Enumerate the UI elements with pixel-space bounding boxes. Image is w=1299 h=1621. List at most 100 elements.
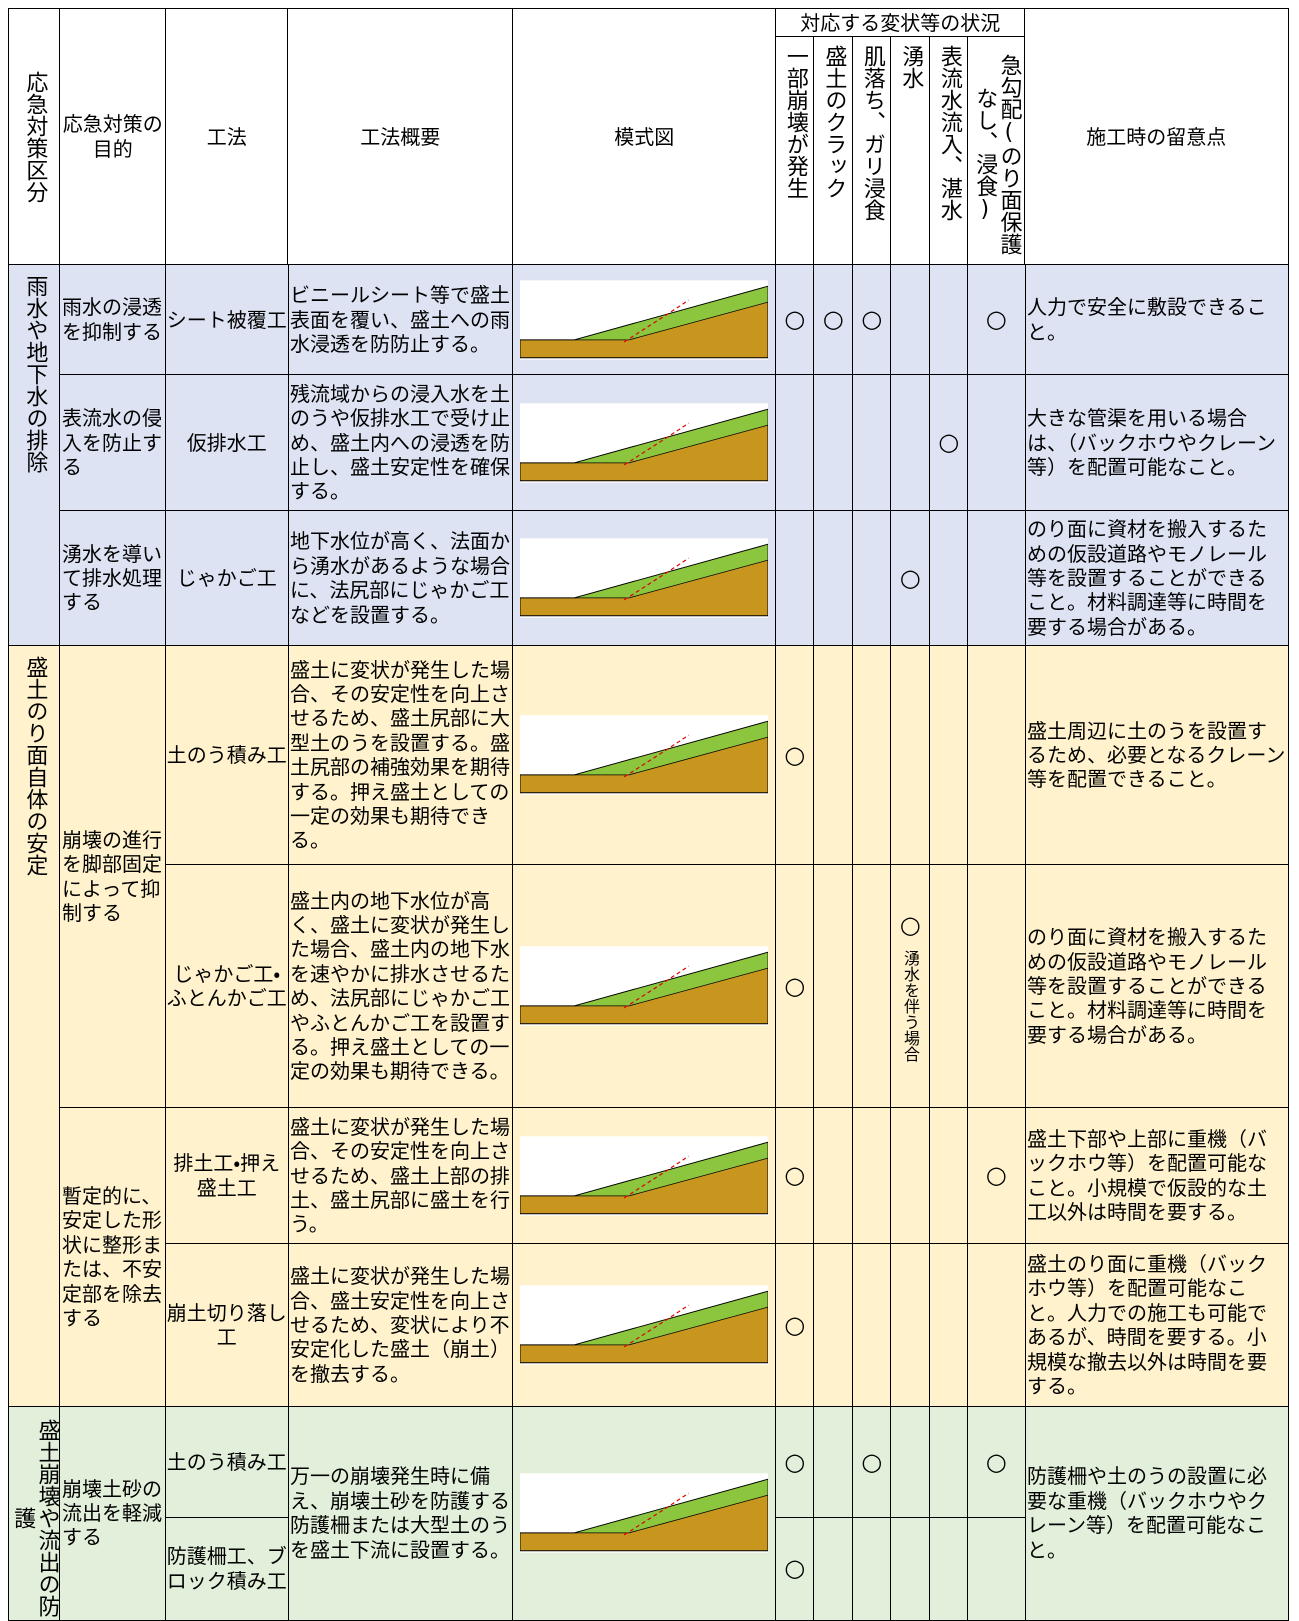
diagram: [520, 538, 769, 618]
notes-cell: 人力で安全に敷設できること。: [1024, 264, 1289, 376]
cell-text: 盛土のクラック: [821, 45, 847, 199]
status-cell: ○ 湧水を伴う場合: [890, 864, 931, 1109]
diagram-cell: [512, 864, 777, 1109]
cell-text: 仮排水工: [186, 430, 267, 455]
status-cell: [929, 510, 969, 647]
cell-text: 工法: [206, 124, 247, 149]
status-cell: [929, 1517, 969, 1621]
status-cell: [967, 510, 1026, 647]
cell-text: 盛土のり面自体の安定: [22, 656, 48, 876]
header-cell: 湧水: [890, 36, 931, 266]
status-cell: ○: [852, 1406, 892, 1519]
status-cell: [813, 1406, 854, 1519]
status-cell: [852, 1243, 892, 1408]
status-cell: ○: [775, 1406, 815, 1519]
cell-text: 盛土下部や上部に重機（バックホウ等）を配置可能なこと。小規模で仮設的な土工以外は…: [1027, 1126, 1267, 1225]
diagram: [520, 1285, 769, 1365]
status-cell: [967, 864, 1026, 1109]
cell-text: 肌落ち、ガリ浸食: [859, 45, 885, 221]
purpose-cell: 暫定的に、安定した形状に整形または、不安定部を除去する: [59, 1107, 167, 1408]
cell-text: 崩壊土砂の流出を軽減する: [62, 1476, 162, 1550]
cell-text: ビニールシート等で盛土表面を覆い、盛土への雨水浸透を防防止する。: [290, 283, 510, 356]
cell-text: ○: [899, 563, 921, 592]
cell-text: ○: [985, 1161, 1007, 1190]
cell-text: 模式図: [614, 124, 675, 149]
cell-text: 一部崩壊が発生: [782, 45, 808, 199]
cell-text: 暫定的に、安定した形状に整形または、不安定部を除去する: [62, 1184, 162, 1331]
status-cell: [929, 1243, 969, 1408]
cell-text: 盛土に変状が発生した場合、その安定性を向上させるため、盛土上部の排土、盛土尻部に…: [290, 1114, 510, 1237]
header-cell: 応急対策の目的: [59, 8, 167, 266]
status-cell: [775, 510, 815, 647]
header-cell: 応急対策区分: [8, 8, 61, 266]
header-cell: 表流水流入、湛水: [929, 36, 969, 266]
cell-text: 対応する変状等の状況: [800, 10, 1001, 35]
status-cell: ○: [967, 264, 1026, 376]
notes-cell: 盛土のり面に重機（バックホウ等）を配置可能なこと。人力での施工も可能であるが、時…: [1024, 1243, 1289, 1408]
diagram-cell: [512, 1107, 777, 1245]
summary-cell: 盛土に変状が発生した場合、その安定性を向上させるため、盛土上部の排土、盛土尻部に…: [287, 1107, 514, 1245]
cell-text: 雨水や地下水の排除: [22, 275, 48, 473]
status-cell: [890, 645, 931, 866]
diagram: [520, 1136, 769, 1216]
purpose-cell: 表流水の侵入を防止する: [59, 374, 167, 512]
status-cell: [852, 1107, 892, 1245]
status-cell: [929, 645, 969, 866]
cell-text: ○: [938, 428, 960, 457]
cell-text: 施工時の留意点: [1086, 124, 1227, 149]
cell-text: 工法概要: [360, 124, 441, 149]
notes-cell: のり面に資材を搬入するための仮設道路やモノレール等を設置することができること。材…: [1024, 510, 1289, 647]
status-cell: [852, 864, 892, 1109]
cell-text: ○: [784, 740, 806, 769]
status-cell: [852, 510, 892, 647]
status-cell: [813, 510, 854, 647]
cell-text: のり面に資材を搬入するための仮設道路やモノレール等を設置することができること。材…: [1027, 925, 1267, 1047]
cell-text: 湧水: [898, 45, 924, 89]
diagram-cell: [512, 510, 777, 647]
status-cell: ○: [775, 264, 815, 376]
header-cell: 肌落ち、ガリ浸食: [852, 36, 892, 266]
cell-text: 崩土切り落し工: [166, 1300, 287, 1350]
cell-text: 防護柵工、ブロック積み工: [166, 1544, 287, 1593]
diagram-cell: [512, 264, 777, 376]
diagram: [520, 1473, 769, 1553]
status-cell: ○: [852, 264, 892, 376]
diagram: [520, 403, 769, 483]
cell-text: 盛土のり面に重機（バックホウ等）を配置可能なこと。人力での施工も可能であるが、時…: [1027, 1252, 1267, 1399]
cell-text: ○: [822, 305, 844, 334]
method-cell: 崩土切り落し工: [165, 1243, 289, 1408]
status-cell: [813, 374, 854, 512]
status-cell: ○: [890, 510, 931, 647]
cell-text: 残流域からの浸入水を土のうや仮排水工で受け止め、盛土内への浸透を防止し、盛土安定…: [290, 381, 510, 504]
status-cell: [890, 1406, 931, 1519]
cell-text: ○: [985, 305, 1007, 334]
status-cell: [813, 1107, 854, 1245]
header-cell: 施工時の留意点: [1024, 8, 1289, 266]
cell-text: 応急対策区分: [22, 70, 48, 203]
status-cell: ○: [967, 1406, 1026, 1519]
diagram-cell: [512, 645, 777, 866]
summary-cell: ビニールシート等で盛土表面を覆い、盛土への雨水浸透を防防止する。: [287, 264, 514, 376]
cell-text: 急勾配(のり面保護なし、浸食): [972, 54, 1022, 256]
method-cell: 土のう積み工: [165, 645, 289, 866]
cell-text: ○: [784, 305, 806, 334]
category-cell: 盛土のり面自体の安定: [8, 645, 61, 1408]
status-cell: ○: [929, 374, 969, 512]
status-cell: [967, 1517, 1026, 1621]
status-cell: [813, 1243, 854, 1408]
cell-text: 防護柵や土のうの設置に必要な重機（バックホウやクレーン等）を配置可能なこと。: [1027, 1464, 1267, 1562]
status-cell: [929, 264, 969, 376]
cell-text: シート被覆工: [166, 307, 287, 332]
header-cell: 工法: [165, 8, 289, 266]
diagram-cell: [512, 374, 777, 512]
cell-text: 湧水を伴う場合: [901, 949, 920, 1062]
diagram-cell: [512, 1406, 777, 1621]
method-cell: 排土工・押え盛土工: [165, 1107, 289, 1245]
cell-text: ○: [784, 1310, 806, 1339]
status-cell: [890, 1243, 931, 1408]
cell-text: 表流水流入、湛水: [936, 45, 962, 221]
status-cell: [890, 264, 931, 376]
cell-text: ○: [861, 305, 883, 334]
cell-text: じゃかご工・ふとんかご工: [166, 961, 287, 1011]
